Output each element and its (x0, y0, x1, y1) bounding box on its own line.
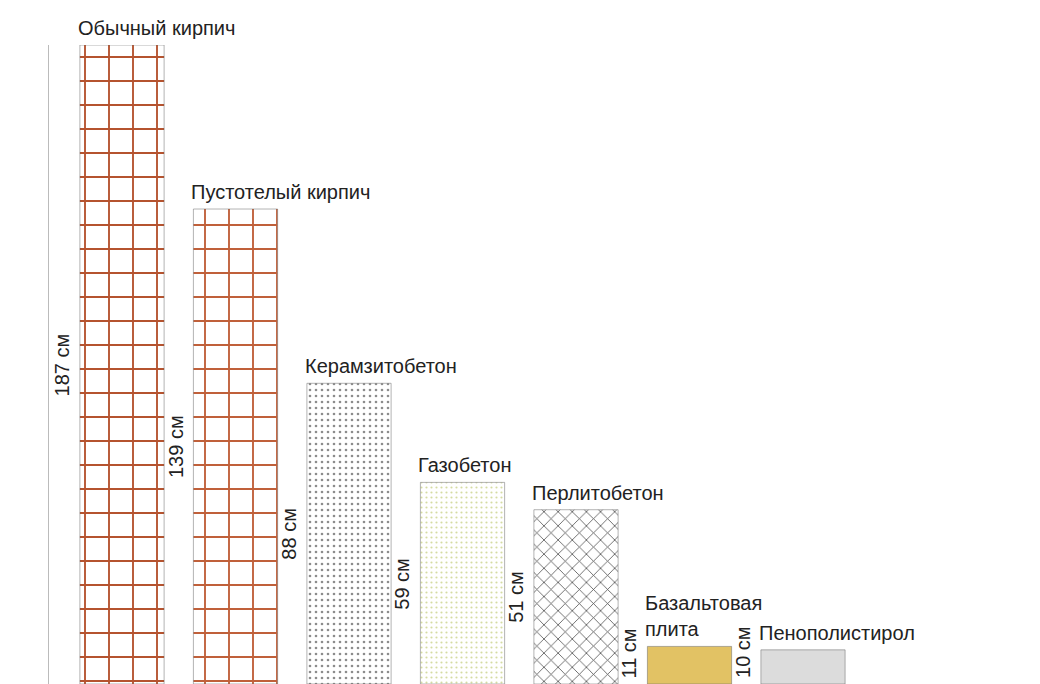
svg-text:Газобетон: Газобетон (418, 454, 511, 476)
svg-text:Керамзитобетон: Керамзитобетон (305, 355, 457, 377)
svg-text:Базальтоваяплита: Базальтоваяплита (645, 592, 762, 640)
svg-text:Перлитобетон: Перлитобетон (532, 482, 664, 504)
svg-text:51 см: 51 см (505, 571, 527, 623)
svg-text:Обычный кирпич: Обычный кирпич (78, 17, 235, 39)
svg-text:88 см: 88 см (278, 508, 300, 560)
svg-text:59 см: 59 см (391, 558, 413, 610)
svg-text:11 см: 11 см (618, 628, 640, 678)
svg-text:Пенополистирол: Пенополистирол (759, 622, 915, 644)
svg-text:10 см: 10 см (732, 626, 754, 678)
svg-text:187 см: 187 см (51, 334, 73, 397)
svg-text:139 см: 139 см (165, 415, 187, 478)
svg-text:Пустотелый кирпич: Пустотелый кирпич (191, 181, 370, 203)
